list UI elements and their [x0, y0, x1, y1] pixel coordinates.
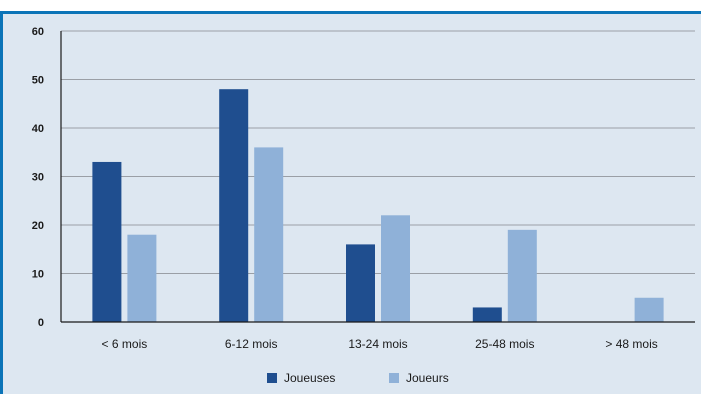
- bar-joueuses-3: [472, 307, 502, 322]
- bar-joueurs-0: [127, 234, 157, 322]
- bar-joueurs-3: [507, 229, 537, 322]
- legend-swatch-joueuses: [267, 373, 277, 383]
- legend-swatch-joueurs: [389, 373, 399, 383]
- x-tick-label: 6-12 mois: [225, 337, 278, 351]
- legend-label-joueurs: Joueurs: [406, 371, 449, 385]
- top-rule: [0, 11, 701, 14]
- y-tick-label: 60: [32, 26, 44, 38]
- y-tick-label: 0: [38, 317, 44, 329]
- bar-joueuses-2: [346, 244, 375, 322]
- y-tick-label: 40: [32, 123, 44, 135]
- y-tick-label: 30: [32, 172, 44, 184]
- y-axis-ticks: 0 10 20 30 40 50 60: [32, 26, 44, 329]
- grid-lines: [61, 30, 695, 274]
- left-rule: [0, 14, 3, 394]
- legend: Joueuses Joueurs: [267, 371, 449, 385]
- bar-joueurs-1: [254, 147, 284, 322]
- top-strip: [0, 0, 701, 11]
- y-tick-label: 50: [32, 75, 44, 87]
- x-axis-ticks: < 6 mois 6-12 mois 13-24 mois 25-48 mois > 4…: [102, 337, 658, 351]
- y-tick-label: 20: [32, 220, 44, 232]
- legend-label-joueuses: Joueuses: [284, 371, 335, 385]
- x-tick-label: > 48 mois: [605, 337, 657, 351]
- x-tick-label: < 6 mois: [102, 337, 148, 351]
- bars: [92, 89, 664, 322]
- bar-joueurs-4: [634, 297, 664, 322]
- x-tick-label: 25-48 mois: [475, 337, 534, 351]
- x-tick-label: 13-24 mois: [348, 337, 407, 351]
- y-tick-label: 10: [32, 269, 44, 281]
- bar-joueuses-1: [219, 89, 249, 322]
- bar-joueuses-0: [92, 161, 122, 322]
- axes: [60, 31, 695, 323]
- bar-joueurs-2: [381, 215, 410, 322]
